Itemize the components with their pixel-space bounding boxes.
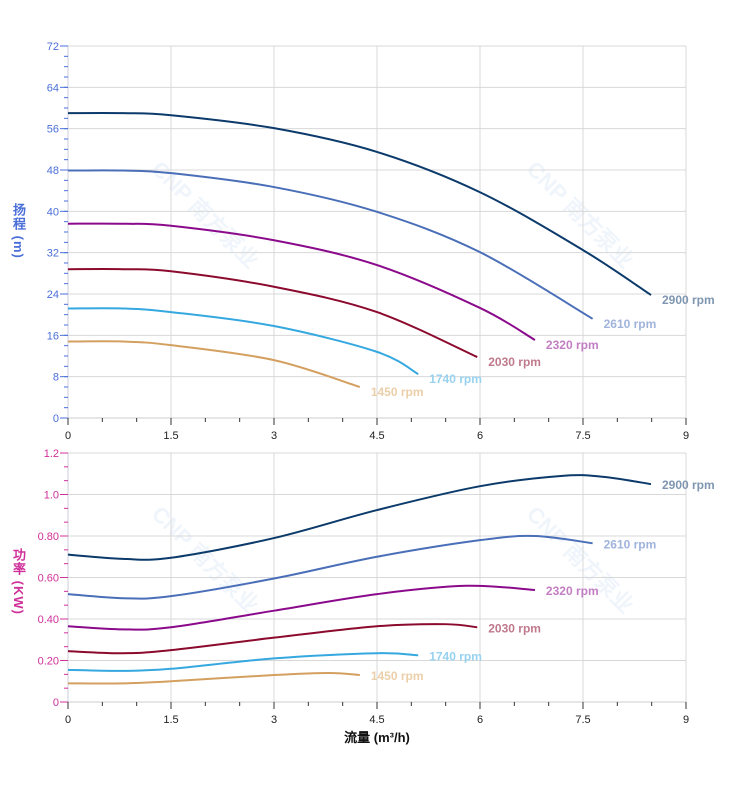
y-tick-label: 8 bbox=[53, 372, 59, 384]
x-tick-label: 0 bbox=[65, 430, 71, 442]
x-tick-label: 3 bbox=[271, 430, 277, 442]
y-tick-label: 0 bbox=[53, 697, 59, 709]
y-axis-title-head: 扬程 (m) bbox=[11, 203, 26, 259]
x-tick-label: 3 bbox=[271, 714, 277, 726]
x-tick-label: 6 bbox=[477, 430, 483, 442]
y-tick-label: 64 bbox=[47, 82, 59, 94]
series-line-2900-rpm bbox=[67, 474, 652, 561]
x-tick-label: 1.5 bbox=[163, 430, 178, 442]
x-tick-label: 0 bbox=[65, 714, 71, 726]
y-tick-label: 56 bbox=[47, 124, 59, 136]
series-label: 1740 rpm bbox=[429, 372, 482, 386]
x-tick-label: 6 bbox=[477, 714, 483, 726]
series-line-2030-rpm bbox=[67, 623, 478, 655]
series-line-1450-rpm bbox=[67, 671, 360, 685]
series-line-1450-rpm bbox=[67, 340, 361, 388]
x-axis-title: 流量 (m³/h) bbox=[344, 730, 410, 745]
series-label: 2900 rpm bbox=[662, 478, 715, 492]
series-label: 2900 rpm bbox=[662, 293, 715, 307]
watermark-logo: CNP 南方泵业 bbox=[147, 501, 264, 618]
series-label: 2610 rpm bbox=[604, 537, 657, 551]
watermark-logo: CNP 南方泵业 bbox=[522, 501, 639, 618]
y-tick-label: 0.20 bbox=[38, 656, 59, 668]
watermark-logo: CNP 南方泵业 bbox=[522, 156, 639, 273]
y-tick-label: 1.0 bbox=[44, 490, 59, 502]
y-axis-title-power: 功率 (KW) bbox=[11, 548, 26, 615]
y-tick-label: 48 bbox=[47, 165, 59, 177]
series-label: 1450 rpm bbox=[371, 385, 424, 399]
series-line-2320-rpm bbox=[67, 222, 536, 341]
x-tick-label: 4.5 bbox=[369, 714, 384, 726]
series-line-2610-rpm bbox=[67, 534, 593, 600]
series-label: 2610 rpm bbox=[604, 317, 657, 331]
series-label: 2030 rpm bbox=[488, 621, 541, 635]
y-tick-label: 0.80 bbox=[38, 531, 59, 543]
watermark-logo: CNP 南方泵业 bbox=[147, 156, 264, 273]
y-tick-label: 32 bbox=[47, 248, 59, 260]
x-tick-label: 7.5 bbox=[575, 714, 590, 726]
series-label: 2320 rpm bbox=[546, 338, 599, 352]
y-tick-label: 1.2 bbox=[44, 448, 59, 460]
panel-power: CNP 南方泵业 CNP 南方泵业 0 0.20 0.40 0.60 0.80 1.0 1.2 0… bbox=[38, 448, 715, 745]
x-tick-label: 9 bbox=[683, 430, 689, 442]
x-tick-label: 9 bbox=[683, 714, 689, 726]
y-tick-label: 40 bbox=[47, 206, 59, 218]
y-tick-label: 16 bbox=[47, 330, 59, 342]
x-tick-label: 7.5 bbox=[575, 430, 590, 442]
y-tick-label: 0.60 bbox=[38, 573, 59, 585]
panel-head: CNP 南方泵业 CNP 南方泵业 0 8 16 24 32 40 48 56 64 72 0 1.5 3 4… bbox=[47, 41, 715, 442]
x-tick-label: 1.5 bbox=[163, 714, 178, 726]
series-label: 1450 rpm bbox=[371, 669, 424, 683]
series-label: 1740 rpm bbox=[429, 649, 482, 663]
y-tick-label: 72 bbox=[47, 41, 59, 53]
series-line-1740-rpm bbox=[67, 307, 419, 375]
y-tick-label: 0 bbox=[53, 413, 59, 425]
series-line-1740-rpm bbox=[67, 652, 419, 672]
x-tick-label: 4.5 bbox=[369, 430, 384, 442]
y-tick-label: 24 bbox=[47, 289, 59, 301]
series-line-2900-rpm bbox=[67, 112, 652, 296]
series-line-2030-rpm bbox=[67, 268, 478, 358]
series-label: 2030 rpm bbox=[488, 355, 541, 369]
series-label: 2320 rpm bbox=[546, 584, 599, 598]
y-tick-label: 0.40 bbox=[38, 614, 59, 626]
series-line-2610-rpm bbox=[67, 169, 594, 320]
series-line-2320-rpm bbox=[67, 584, 535, 631]
